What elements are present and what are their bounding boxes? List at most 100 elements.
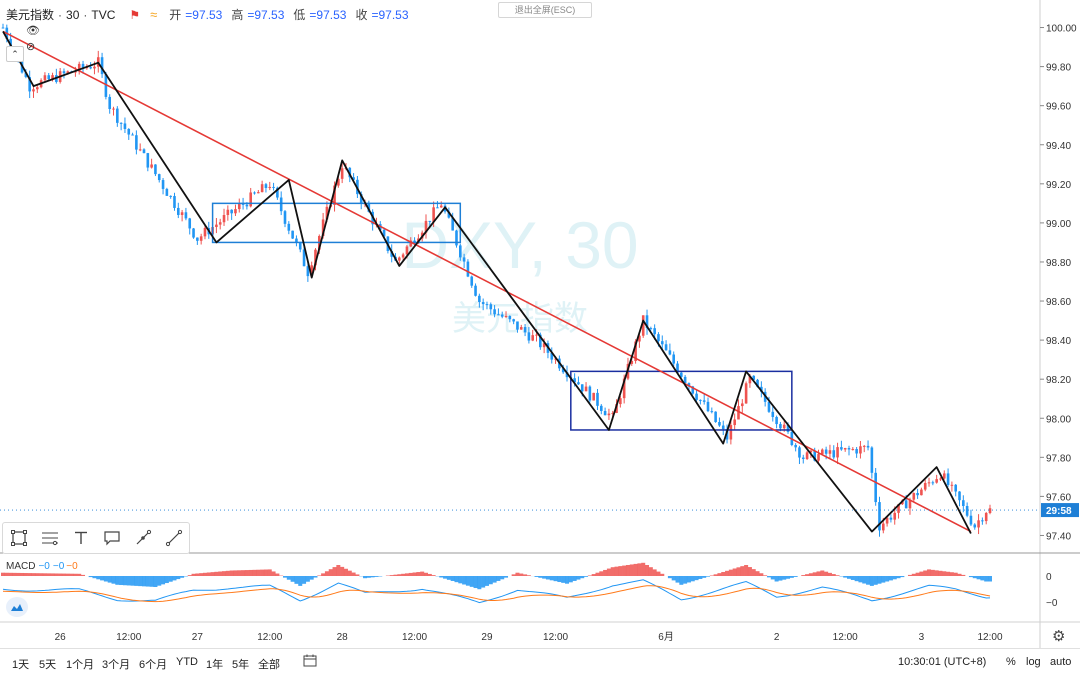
exit-fullscreen-button[interactable]: 退出全屏(ESC) bbox=[498, 2, 592, 18]
macd-histogram-bar bbox=[131, 576, 135, 586]
hidden-eye-icon[interactable]: ⊘ bbox=[26, 40, 35, 53]
macd-histogram-bar bbox=[512, 574, 516, 576]
macd-histogram-bar bbox=[554, 576, 558, 581]
candle-body bbox=[181, 212, 184, 215]
candle-body bbox=[935, 479, 938, 483]
candle-body bbox=[108, 97, 111, 109]
percent-toggle[interactable]: % bbox=[1006, 656, 1016, 668]
macd-histogram-bar bbox=[416, 572, 420, 576]
candle-body bbox=[196, 238, 199, 241]
macd-title[interactable]: MACD bbox=[6, 561, 35, 572]
macd-histogram-bar bbox=[717, 573, 721, 576]
rectangle-tool-icon[interactable] bbox=[7, 526, 31, 550]
fib-retracement-icon[interactable] bbox=[38, 526, 62, 550]
macd-histogram-bar bbox=[744, 565, 748, 576]
range-ytd[interactable]: YTD bbox=[176, 656, 198, 668]
candle-body bbox=[238, 204, 241, 209]
candle-body bbox=[93, 67, 96, 69]
trend-line-tool-icon[interactable] bbox=[162, 526, 186, 550]
range-6m[interactable]: 6个月 bbox=[139, 656, 167, 672]
candle-body bbox=[459, 245, 462, 257]
macd-histogram-bar bbox=[756, 571, 760, 576]
candle-body bbox=[699, 400, 702, 401]
candle-body bbox=[147, 153, 150, 167]
flag-icon[interactable]: ⚑ bbox=[129, 8, 140, 22]
compare-icon[interactable]: ≈ bbox=[150, 7, 157, 22]
macd-histogram-bar bbox=[237, 570, 241, 576]
macd-histogram-bar bbox=[679, 576, 683, 585]
macd-histogram-bar bbox=[172, 576, 176, 580]
macd-histogram-bar bbox=[142, 576, 146, 586]
candle-body bbox=[261, 184, 264, 192]
range-1y[interactable]: 1年 bbox=[206, 656, 223, 672]
macd-histogram-bar bbox=[176, 576, 180, 579]
macd-histogram-bar bbox=[668, 576, 672, 578]
macd-histogram-bar bbox=[618, 566, 622, 576]
interval-label[interactable]: 30 bbox=[66, 8, 79, 22]
candle-body bbox=[188, 218, 191, 228]
macd-histogram-bar bbox=[500, 576, 504, 579]
range-5d[interactable]: 5天 bbox=[39, 656, 56, 672]
macd-histogram-bar bbox=[542, 576, 546, 579]
candle-body bbox=[470, 277, 473, 286]
candle-body bbox=[341, 168, 344, 179]
brush-tool-icon[interactable] bbox=[131, 526, 155, 550]
date-range-icon[interactable] bbox=[303, 654, 317, 670]
macd-histogram-bar bbox=[805, 574, 809, 576]
range-1d[interactable]: 1天 bbox=[12, 656, 29, 672]
high-label: 高 bbox=[231, 6, 243, 23]
macd-histogram-bar bbox=[916, 573, 920, 576]
candle-body bbox=[836, 447, 839, 457]
candle-body bbox=[653, 328, 656, 334]
macd-histogram-bar bbox=[794, 576, 798, 577]
candle-body bbox=[768, 402, 771, 412]
macd-histogram-bar bbox=[443, 576, 447, 579]
macd-histogram-bar bbox=[401, 574, 405, 576]
candle-body bbox=[928, 482, 931, 483]
symbol-name[interactable]: 美元指数 bbox=[6, 6, 54, 23]
clock-label[interactable]: 10:30:01 (UTC+8) bbox=[898, 656, 986, 668]
macd-histogram-bar bbox=[653, 569, 657, 576]
settings-gear-icon[interactable]: ⚙ bbox=[1052, 627, 1065, 645]
macd-histogram-bar bbox=[908, 575, 912, 576]
candle-body bbox=[825, 450, 828, 454]
collapse-chevron-icon[interactable]: ⌃ bbox=[6, 46, 24, 62]
candle-body bbox=[794, 445, 797, 447]
macd-histogram-bar bbox=[877, 576, 881, 584]
macd-histogram-bar bbox=[20, 573, 24, 576]
candle-body bbox=[489, 304, 492, 309]
range-all[interactable]: 全部 bbox=[258, 656, 280, 672]
cloud-icon[interactable] bbox=[6, 597, 28, 617]
macd-histogram-bar bbox=[226, 571, 230, 576]
candle-body bbox=[581, 384, 584, 391]
candle-body bbox=[916, 493, 919, 495]
candle-body bbox=[600, 406, 603, 411]
log-toggle[interactable]: log bbox=[1026, 656, 1041, 668]
candle-body bbox=[497, 314, 500, 315]
callout-tool-icon[interactable] bbox=[100, 526, 124, 550]
range-5y[interactable]: 5年 bbox=[232, 656, 249, 672]
candle-body bbox=[135, 135, 138, 149]
candle-body bbox=[436, 207, 439, 208]
range-3m[interactable]: 3个月 bbox=[102, 656, 130, 672]
macd-histogram-bar bbox=[576, 576, 580, 580]
macd-histogram-bar bbox=[325, 571, 329, 576]
visibility-eye-icon[interactable]: 👁 bbox=[26, 24, 40, 37]
text-tool-icon[interactable] bbox=[69, 526, 93, 550]
auto-toggle[interactable]: auto bbox=[1050, 656, 1071, 668]
candle-body bbox=[185, 212, 188, 218]
macd-histogram-bar bbox=[340, 567, 344, 576]
macd-histogram-bar bbox=[211, 572, 215, 576]
candle-body bbox=[871, 447, 874, 472]
macd-histogram-bar bbox=[294, 576, 298, 584]
bottom-toolbar: 1天 5天 1个月 3个月 6个月 YTD 1年 5年 全部 10:30:01 … bbox=[0, 648, 1080, 676]
macd-histogram-bar bbox=[77, 574, 81, 576]
candle-body bbox=[158, 174, 161, 180]
macd-histogram-bar bbox=[866, 576, 870, 585]
macd-histogram-bar bbox=[283, 576, 287, 578]
macd-histogram-bar bbox=[733, 568, 737, 576]
candle-body bbox=[840, 447, 843, 449]
macd-histogram-bar bbox=[420, 572, 424, 576]
macd-histogram-bar bbox=[649, 567, 653, 576]
range-1m[interactable]: 1个月 bbox=[66, 656, 94, 672]
